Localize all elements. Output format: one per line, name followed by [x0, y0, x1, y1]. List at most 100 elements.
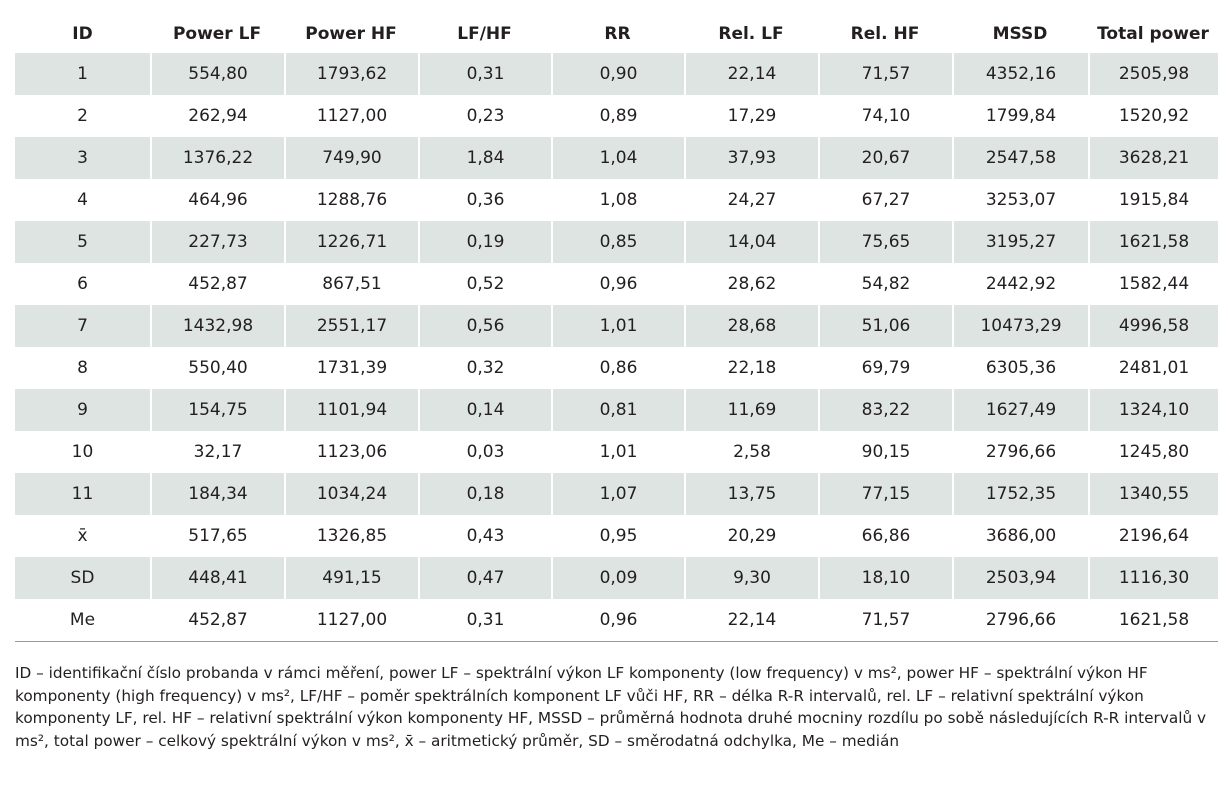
table-cell: 1432,98	[150, 305, 284, 347]
table-cell: 1,07	[551, 473, 684, 515]
table-cell: 184,34	[150, 473, 284, 515]
row-label-cell: 2	[77, 106, 88, 126]
table-cell: 0,32	[418, 347, 551, 389]
table-cell: 20,29	[684, 515, 818, 557]
table-cell: 1123,06	[284, 431, 418, 473]
table-cell: 2551,17	[284, 305, 418, 347]
row-label-cell: 5	[15, 221, 150, 263]
table-cell: 0,03	[418, 431, 551, 473]
table-cell: 0,81	[551, 389, 684, 431]
table-cell: 1101,94	[284, 389, 418, 431]
table-cell: 22,18	[684, 347, 818, 389]
table-row: 3 1376,22 749,90 1,84 1,04 37,93 20,67 2547,58 3…	[15, 137, 1218, 179]
table-cell: 1,08	[551, 179, 684, 221]
table-cell: 448,41	[150, 557, 284, 599]
table-cell: 0,85	[551, 221, 684, 263]
header-cell: LF/HF	[457, 23, 512, 44]
table-cell: 74,10	[818, 95, 952, 137]
table-cell: 3686,00	[952, 515, 1088, 557]
row-label-cell: x̄	[77, 526, 88, 546]
table-cell: 0,43	[418, 515, 551, 557]
table-cell: 1288,76	[284, 179, 418, 221]
table-cell: 2796,66	[952, 599, 1088, 641]
table-cell: 1,01	[551, 305, 684, 347]
table-cell: 11,69	[684, 389, 818, 431]
header-cell: Power LF	[172, 23, 262, 44]
table-cell: 0,14	[418, 389, 551, 431]
table-cell: 2796,66	[952, 431, 1088, 473]
table-cell: 1,01	[551, 431, 684, 473]
table-cell: 22,14	[684, 599, 818, 641]
table-cell: 0,31	[418, 53, 551, 95]
header-cell: Rel. LF	[718, 23, 784, 44]
table-cell: 0,89	[551, 95, 684, 137]
table-row: 8 550,40 1731,39 0,32 0,86 22,18 69,79 6305,36 2…	[15, 347, 1218, 389]
row-label-cell: 3	[15, 137, 150, 179]
table-cell: 13,75	[684, 473, 818, 515]
table-cell: 0,95	[551, 515, 684, 557]
table-cell: 1752,35	[952, 473, 1088, 515]
table-cell: 28,62	[684, 263, 818, 305]
row-label-cell: 8	[77, 358, 88, 378]
row-label-cell: 7	[15, 305, 150, 347]
table-cell: 20,67	[818, 137, 952, 179]
table-cell: 0,19	[418, 221, 551, 263]
table-cell: 71,57	[818, 599, 952, 641]
table-cell: 0,36	[418, 179, 551, 221]
table-cell: 75,65	[818, 221, 952, 263]
header-cell: Power HF	[305, 23, 397, 44]
table-cell: 1793,62	[284, 53, 418, 95]
table-cell: 3195,27	[952, 221, 1088, 263]
table-cell: 1582,44	[1088, 263, 1218, 305]
table-row: Me 452,87 1127,00 0,31 0,96 22,14 71,57 2796,66…	[15, 599, 1218, 641]
table-cell: 1915,84	[1088, 179, 1218, 221]
table-cell: 1127,00	[284, 599, 418, 641]
table-cell: 0,23	[418, 95, 551, 137]
table-cell: 2442,92	[952, 263, 1088, 305]
row-label-cell: SD	[15, 557, 150, 599]
table-cell: 550,40	[150, 347, 284, 389]
table-cell: 1799,84	[952, 95, 1088, 137]
table-cell: 9,30	[684, 557, 818, 599]
table-cell: 2505,98	[1088, 53, 1218, 95]
table-cell: 54,82	[818, 263, 952, 305]
table-cell: 83,22	[818, 389, 952, 431]
row-label-cell: 1	[15, 53, 150, 95]
table-row: x̄ 517,65 1326,85 0,43 0,95 20,29 66,86 3686,00…	[15, 515, 1218, 557]
table-row: 7 1432,98 2551,17 0,56 1,01 28,68 51,06 10473,2…	[15, 305, 1218, 347]
table-row: 6 452,87 867,51 0,52 0,96 28,62 54,82 2442,92 15…	[15, 263, 1218, 305]
table-cell: 69,79	[818, 347, 952, 389]
table-cell: 10473,29	[952, 305, 1088, 347]
table-cell: 18,10	[818, 557, 952, 599]
table-cell: 0,56	[418, 305, 551, 347]
table-cell: 1226,71	[284, 221, 418, 263]
table-cell: 2196,64	[1088, 515, 1218, 557]
table-cell: 66,86	[818, 515, 952, 557]
table-cell: 1340,55	[1088, 473, 1218, 515]
table-cell: 14,04	[684, 221, 818, 263]
table-cell: 6305,36	[952, 347, 1088, 389]
table-cell: 1731,39	[284, 347, 418, 389]
table-cell: 1034,24	[284, 473, 418, 515]
table-cell: 2503,94	[952, 557, 1088, 599]
header-cell: MSSD	[992, 23, 1048, 44]
table-cell: 0,86	[551, 347, 684, 389]
table-cell: 464,96	[150, 179, 284, 221]
table-cell: 491,15	[284, 557, 418, 599]
table-row: 10 32,17 1123,06 0,03 1,01 2,58 90,15 2796,66 12…	[15, 431, 1218, 473]
table-cell: 77,15	[818, 473, 952, 515]
table-cell: 2,58	[684, 431, 818, 473]
table-cell: 4996,58	[1088, 305, 1218, 347]
table-cell: 1245,80	[1088, 431, 1218, 473]
table-cell: 0,31	[418, 599, 551, 641]
table-cell: 3628,21	[1088, 137, 1218, 179]
caption-divider	[15, 641, 1218, 642]
table-cell: 262,94	[150, 95, 284, 137]
table-cell: 0,18	[418, 473, 551, 515]
table-row: 9 154,75 1101,94 0,14 0,81 11,69 83,22 1627,49 1…	[15, 389, 1218, 431]
header-cell: RR	[604, 23, 631, 44]
table-cell: 1376,22	[150, 137, 284, 179]
table-cell: 22,14	[684, 53, 818, 95]
table-cell: 554,80	[150, 53, 284, 95]
table-cell: 749,90	[284, 137, 418, 179]
